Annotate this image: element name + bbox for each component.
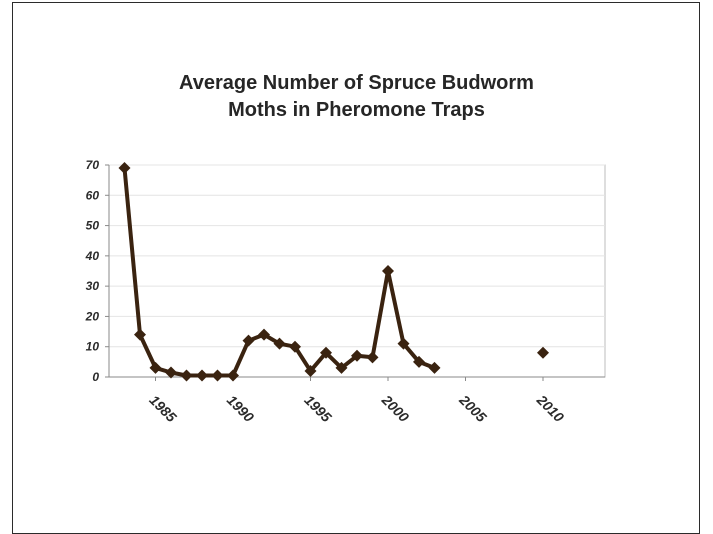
data-point-marker [180,369,193,382]
y-tick-label: 0 [92,370,99,384]
data-point-marker [134,328,146,341]
plot-area [108,164,606,378]
y-tick-label: 50 [86,219,100,233]
data-point-marker [428,361,441,374]
data-point-marker [397,337,410,350]
data-point-marker [537,346,549,359]
x-tick-label: 1985 [146,392,179,425]
data-point-marker [304,364,317,377]
data-point-marker [289,340,301,353]
data-point-marker [227,369,239,382]
x-tick-label: 2005 [456,391,490,425]
x-tick-label: 2010 [533,391,567,425]
y-tick-label: 40 [85,249,100,263]
line-chart: 0 10 20 30 40 50 60 70 1985 1990 1995 2000 2005 2010 [85,158,606,425]
data-point-marker [196,369,208,382]
data-point-marker [149,361,162,374]
data-point-marker [118,162,131,175]
y-tick-label: 60 [86,188,100,202]
y-tick-label: 10 [86,340,100,354]
data-point-marker [165,366,177,379]
data-point-marker [382,265,394,277]
y-tick-label: 30 [86,279,100,293]
x-tick-label: 1995 [301,392,334,425]
x-tick-label: 1990 [224,392,257,425]
y-tick-label: 70 [86,158,100,172]
y-tick-label: 20 [85,309,100,323]
chart-title-line-1: Average Number of Spruce Budworm [179,72,534,94]
data-point-marker [413,355,425,368]
chart-frame [12,2,700,534]
data-point-marker [335,361,348,374]
data-point-marker [273,337,286,350]
x-tick-label: 2000 [378,391,412,425]
data-point-marker [258,328,270,341]
data-point-marker [211,369,224,382]
data-point-marker [320,346,332,359]
chart-title-line-2: Moths in Pheromone Traps [228,99,485,121]
data-point-marker [366,351,379,364]
data-point-marker [242,334,255,347]
data-point-marker [351,349,363,362]
